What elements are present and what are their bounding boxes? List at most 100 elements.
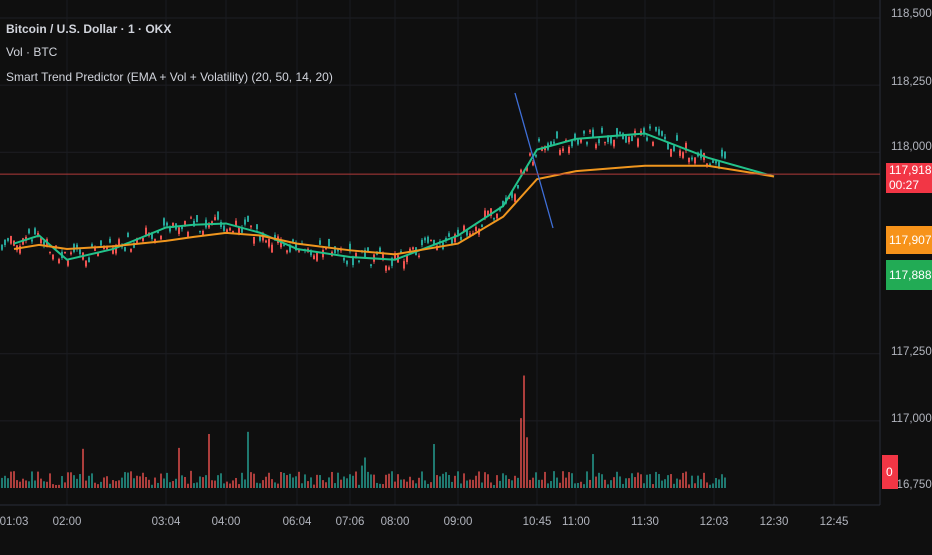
- volume-bar: [148, 479, 150, 488]
- time-tick: 11:00: [562, 516, 590, 528]
- volume-bar: [586, 471, 588, 488]
- volume-bar: [604, 479, 606, 488]
- volume-bar: [430, 482, 432, 488]
- volume-bar: [715, 478, 717, 488]
- volume-bar: [304, 474, 306, 488]
- volume-bar: [43, 481, 45, 488]
- candle: [64, 251, 66, 254]
- candle: [157, 231, 159, 234]
- candle: [283, 244, 285, 246]
- candle: [541, 147, 543, 151]
- volume-bar: [517, 477, 519, 488]
- candle: [583, 130, 585, 134]
- volume-bar: [385, 474, 387, 488]
- volume-bar: [370, 474, 372, 488]
- candle: [211, 221, 213, 224]
- candle: [127, 232, 129, 238]
- volume-bar: [265, 476, 267, 488]
- candle: [448, 233, 450, 237]
- candle: [493, 218, 495, 220]
- volume-bar: [283, 472, 285, 488]
- candle: [130, 249, 132, 252]
- volume-bar: [433, 444, 435, 488]
- volume-legend[interactable]: Vol · BTC: [6, 45, 58, 59]
- candle: [172, 222, 174, 227]
- volume-bar: [454, 475, 456, 488]
- volume-bar: [346, 478, 348, 488]
- volume-bar: [472, 479, 474, 488]
- candle: [463, 225, 465, 231]
- candle: [538, 138, 540, 142]
- candle: [667, 142, 669, 150]
- candle: [481, 224, 483, 227]
- volume-bar: [616, 471, 618, 488]
- price-tick: 118,000.0: [891, 141, 932, 153]
- volume-bar: [664, 479, 666, 488]
- countdown-timer: 00:27: [889, 178, 920, 192]
- candle: [328, 238, 330, 247]
- candle: [232, 230, 234, 233]
- volume-bar: [592, 454, 594, 488]
- candle: [517, 185, 519, 189]
- candle: [49, 251, 51, 254]
- volume-bar: [349, 474, 351, 488]
- volume-bar: [295, 476, 297, 488]
- candle: [229, 228, 231, 231]
- time-tick: 10:45: [522, 516, 552, 528]
- candle: [4, 239, 6, 246]
- volume-bar: [610, 480, 612, 488]
- volume-bar: [211, 480, 213, 488]
- volume-bar: [202, 477, 204, 488]
- volume-bar: [520, 418, 522, 488]
- volume-bar: [622, 483, 624, 488]
- volume-bar: [457, 471, 459, 488]
- candle: [424, 237, 426, 241]
- volume-bar: [571, 473, 573, 488]
- candle: [367, 247, 369, 253]
- symbol-title[interactable]: Bitcoin / U.S. Dollar · 1 · OKX: [6, 22, 172, 36]
- volume-bar: [340, 479, 342, 488]
- volume-bar: [403, 479, 405, 488]
- candle: [628, 137, 630, 143]
- volume-bar: [469, 479, 471, 488]
- candle: [676, 135, 678, 141]
- candle: [37, 232, 39, 237]
- volume-bar: [220, 473, 222, 488]
- candle: [562, 148, 564, 152]
- candle: [112, 247, 114, 254]
- candle: [193, 220, 195, 227]
- volume-bar: [40, 478, 42, 488]
- volume-bar: [511, 480, 513, 488]
- candle: [685, 142, 687, 151]
- candle: [574, 133, 576, 141]
- candle: [145, 227, 147, 235]
- candle: [619, 131, 621, 134]
- volume-bar: [55, 484, 57, 488]
- candle: [592, 129, 594, 138]
- time-tick: 09:00: [443, 516, 473, 528]
- candle: [289, 245, 291, 252]
- volume-bar: [124, 472, 126, 488]
- candle: [598, 139, 600, 144]
- ema-slow-line: [13, 164, 775, 256]
- candle: [274, 234, 276, 241]
- volume-bar: [10, 471, 12, 488]
- volume-bar: [13, 471, 15, 488]
- indicator-legend[interactable]: Smart Trend Predictor (EMA + Vol + Volat…: [6, 70, 333, 84]
- volume-bar: [100, 481, 102, 488]
- candle: [136, 238, 138, 243]
- volume-bar: [178, 447, 180, 488]
- candle: [187, 231, 189, 238]
- volume-bar: [73, 475, 75, 488]
- volume-bar: [151, 484, 153, 488]
- candle: [151, 233, 153, 239]
- candle: [199, 231, 201, 233]
- volume-bar: [193, 483, 195, 488]
- candle: [418, 255, 420, 258]
- volume-bar: [271, 479, 273, 488]
- volume-bar: [418, 477, 420, 488]
- candle: [67, 260, 69, 266]
- candle: [310, 250, 312, 256]
